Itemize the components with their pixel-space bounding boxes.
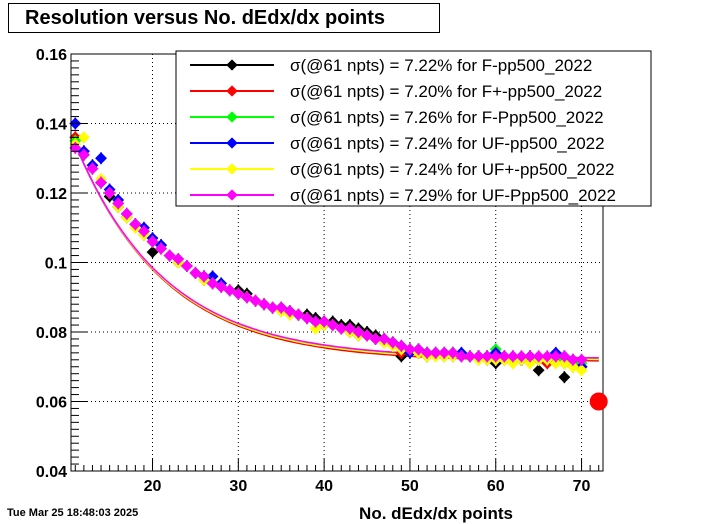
data-point — [412, 343, 425, 356]
x-axis-label: No. dEdx/dx points — [359, 504, 513, 523]
data-point — [69, 141, 82, 154]
legend-entry-label: σ(@61 npts) = 7.29% for UF-Ppp500_2022 — [290, 186, 616, 205]
data-point — [318, 315, 331, 328]
data-point — [146, 246, 159, 259]
data-point — [395, 339, 408, 352]
data-point — [515, 350, 528, 363]
legend-entry-label: σ(@61 npts) = 7.24% for UF-pp500_2022 — [290, 134, 605, 153]
data-point — [558, 371, 571, 384]
data-point — [575, 364, 588, 377]
legend: σ(@61 npts) = 7.22% for F-pp500_2022 σ(@6… — [175, 50, 652, 207]
y-tick-label: 0.14 — [36, 117, 67, 134]
legend-entry-label: σ(@61 npts) = 7.22% for F-pp500_2022 — [290, 56, 592, 75]
reference-marker — [589, 392, 608, 411]
data-point — [567, 360, 579, 373]
y-tick-label: 0.16 — [36, 47, 67, 64]
data-point — [146, 235, 159, 248]
data-point — [129, 218, 142, 231]
axes: 20 30 40 50 60 70 0.04 0.06 0.08 0.1 0.12 0.14 0.16 — [36, 47, 600, 495]
legend-marker — [226, 189, 238, 201]
y-tick-label: 0.04 — [36, 464, 67, 481]
data-point — [549, 350, 562, 363]
y-tick-label: 0.08 — [36, 325, 67, 342]
data-point — [524, 350, 537, 363]
data-point — [309, 322, 322, 335]
data-point — [361, 329, 373, 342]
data-point — [532, 350, 545, 363]
x-tick-label: 20 — [144, 478, 162, 495]
data-point — [369, 333, 382, 345]
legend-entry-label: σ(@61 npts) = 7.24% for UF+-pp500_2022 — [290, 160, 615, 179]
data-point — [498, 350, 511, 363]
x-tick-label: 30 — [229, 478, 247, 495]
data-point — [472, 350, 485, 363]
legend-marker — [226, 163, 238, 175]
data-point — [446, 346, 459, 359]
data-point — [386, 336, 399, 349]
data-point — [489, 350, 502, 363]
data-point — [95, 176, 107, 189]
x-tick-label: 70 — [573, 478, 591, 495]
legend-entry-label: σ(@61 npts) = 7.20% for F+-pp500_2022 — [290, 82, 602, 101]
y-tick-label: 0.06 — [36, 395, 67, 412]
y-tick-label: 0.1 — [45, 256, 67, 273]
legend-box — [175, 50, 652, 207]
x-tick-label: 50 — [401, 478, 419, 495]
data-point — [258, 298, 271, 311]
data-point — [335, 322, 348, 335]
data-point — [378, 333, 391, 345]
data-point — [309, 315, 322, 328]
legend-marker — [226, 137, 238, 149]
data-point — [464, 350, 476, 363]
data-point — [301, 312, 313, 325]
data-point — [429, 346, 442, 359]
data-point — [249, 294, 262, 307]
data-point — [532, 364, 545, 377]
data-point — [343, 322, 356, 335]
data-point — [326, 319, 339, 331]
legend-entry-label: σ(@61 npts) = 7.26% for F-Ppp500_2022 — [290, 108, 604, 127]
data-point — [558, 350, 571, 363]
data-point — [77, 131, 90, 144]
x-tick-label: 40 — [315, 478, 333, 495]
data-point — [95, 152, 107, 165]
data-point — [541, 350, 554, 363]
data-point — [421, 346, 434, 359]
data-point — [103, 187, 116, 199]
data-point — [352, 326, 365, 338]
data-point — [455, 350, 468, 363]
data-point — [481, 350, 494, 363]
data-point — [506, 357, 519, 370]
chart-title: Resolution versus No. dEdx/dx points — [8, 3, 440, 33]
data-point — [438, 346, 451, 359]
timestamp: Tue Mar 25 18:48:03 2025 — [7, 507, 139, 519]
data-point — [506, 350, 519, 363]
data-point — [283, 305, 296, 318]
grid-lines — [71, 54, 603, 471]
data-points — [69, 117, 588, 384]
y-tick-label: 0.12 — [36, 186, 67, 203]
data-point — [266, 301, 279, 314]
data-point — [403, 343, 416, 356]
data-point — [77, 148, 90, 161]
data-point — [275, 301, 288, 314]
x-tick-label: 60 — [487, 478, 505, 495]
data-point — [292, 308, 305, 321]
